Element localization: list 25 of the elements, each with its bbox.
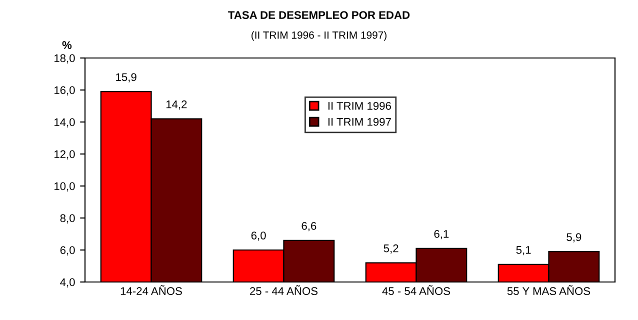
y-axis-title: %	[62, 41, 72, 49]
data-label: 5,2	[384, 244, 398, 254]
chart-subtitle: (II TRIM 1996 - II TRIM 1997)	[252, 31, 386, 41]
y-tick-label: 6,0	[60, 246, 75, 256]
x-tick-label: 55 Y MAS AÑOS	[507, 285, 590, 296]
y-tick-label: 10,0	[54, 182, 75, 192]
data-label: 15,9	[116, 73, 136, 82]
x-tick-label: 45 - 54 AÑOS	[382, 285, 450, 296]
y-tick-label: 18,0	[54, 54, 75, 64]
x-tick-label: 25 - 44 AÑOS	[250, 285, 318, 296]
legend-label: II TRIM 1996	[328, 102, 391, 110]
data-label: 5,9	[566, 233, 582, 242]
data-label: 14,2	[166, 100, 187, 110]
data-label: 6,1	[434, 230, 449, 240]
data-label: 6,6	[302, 222, 316, 232]
legend-label: II TRIM 1997	[328, 118, 391, 126]
data-label: 6,0	[251, 232, 266, 241]
y-tick-label: 16,0	[54, 86, 75, 96]
y-tick-label: 14,0	[54, 118, 75, 128]
y-tick-label: 4,0	[60, 278, 75, 288]
y-tick-label: 12,0	[54, 150, 75, 160]
chart-title: TASA DE DESEMPLEO POR EDAD	[228, 11, 410, 19]
y-tick-label: 8,0	[60, 214, 75, 224]
data-label: 5,1	[516, 246, 531, 256]
x-tick-label: 14-24 AÑOS	[120, 285, 182, 296]
